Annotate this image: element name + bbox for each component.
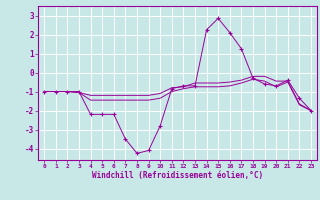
X-axis label: Windchill (Refroidissement éolien,°C): Windchill (Refroidissement éolien,°C) — [92, 171, 263, 180]
